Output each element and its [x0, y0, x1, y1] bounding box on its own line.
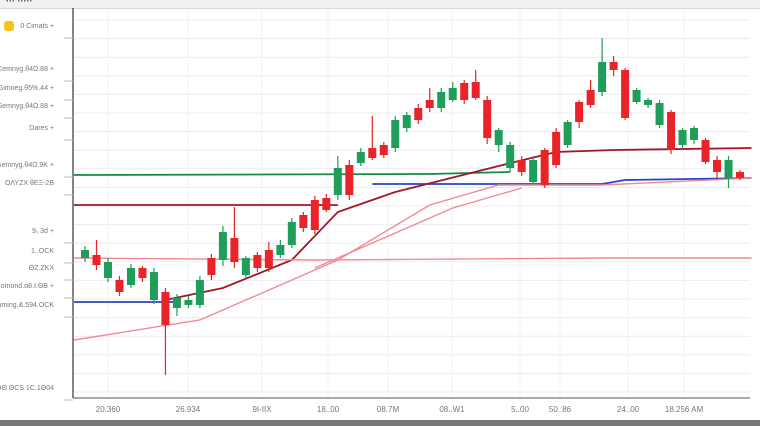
y-tick-label: 0 Cimats +	[20, 23, 54, 30]
candle-body	[425, 100, 434, 108]
indicator-line	[165, 147, 752, 301]
candle-body	[356, 152, 365, 163]
candle-body	[138, 268, 147, 278]
indicator-line	[73, 171, 511, 176]
candle-body	[310, 200, 319, 230]
x-tick-label: 26.934	[175, 405, 201, 414]
y-tick-label: Gemnyg.θ4Ω.9K +	[0, 162, 54, 169]
candle-body	[195, 280, 204, 305]
candle-body	[402, 115, 411, 128]
candle-body	[241, 258, 250, 275]
candle-body	[448, 88, 457, 100]
candle-body	[529, 160, 538, 182]
candle-body	[172, 298, 181, 308]
candle-body	[368, 148, 377, 158]
candle-body	[299, 215, 308, 228]
candle-body	[621, 70, 630, 118]
x-tick-label: 24..00	[616, 405, 640, 414]
candle-body	[483, 100, 492, 138]
candle-body	[655, 103, 664, 125]
series-marker	[4, 21, 14, 31]
x-tick-label: 08..W1	[439, 405, 465, 414]
candle-body	[81, 250, 89, 258]
y-tick-label: ΝΘΘ.ΘCS 1C.1Θ04	[0, 385, 54, 392]
y-tick-label: 9₁ 3d +	[31, 228, 54, 235]
candle-body	[92, 255, 101, 265]
candle-body	[126, 268, 135, 285]
y-tick-label: ΘΖ.ΖΚΧ	[28, 265, 54, 272]
window-title: ··· ·····	[6, 0, 33, 6]
y-tick-label: ΟΛΥΖΧ θΕΞ-2Β	[4, 180, 54, 187]
title-bar: ··· ·····	[0, 0, 760, 9]
candle-body	[437, 92, 446, 108]
candle-body	[333, 168, 342, 195]
x-tick-label: 50.:86	[548, 405, 572, 414]
candle-body	[115, 280, 124, 292]
indicator-line	[372, 177, 752, 185]
candle-body	[207, 258, 216, 275]
candle-body	[471, 82, 480, 98]
y-tick-label: Cuming.&.594.ΟCΚ	[0, 302, 54, 309]
y-tick-label: Gomond.α8.Ι.ΘΒ +	[0, 283, 54, 290]
candle-body	[276, 245, 285, 255]
candle-body	[563, 122, 572, 145]
x-tick-label: 08.7M	[376, 405, 400, 414]
candle-body	[184, 300, 193, 305]
y-tick-label: Gimoeg.θ5%.44 +	[0, 85, 54, 92]
y-tick-label: 1..ΟCK	[31, 248, 54, 255]
candle-body	[506, 145, 515, 168]
candle-body	[161, 292, 170, 325]
candle-body	[494, 130, 503, 145]
candle-body	[230, 238, 239, 262]
candle-body	[586, 90, 595, 105]
candle-body	[103, 262, 112, 278]
candle-body	[345, 165, 354, 195]
candle-body	[690, 128, 699, 140]
candle-body	[632, 90, 641, 102]
candle-body	[253, 255, 262, 268]
candle-body	[379, 145, 388, 155]
y-tick-label: Dares +	[29, 125, 54, 132]
candle-body	[644, 100, 653, 105]
x-tick-label: 9Ι-ΙΙΧ	[252, 405, 272, 414]
candle-body	[287, 222, 296, 245]
y-tick-label: Cemnyg.θ4Ω.88 +	[0, 66, 54, 73]
y-tick-label: Gemnyg.θ4Ω.88 +	[0, 103, 54, 110]
candle-body	[264, 250, 273, 268]
x-tick-label: 18..00	[316, 405, 340, 414]
candle-body	[598, 62, 607, 92]
indicator-line	[314, 187, 522, 269]
candle-body	[667, 112, 676, 150]
candle-body	[540, 150, 549, 185]
candle-body	[414, 108, 423, 120]
candle-body	[575, 102, 584, 122]
candle-body	[460, 83, 469, 100]
x-tick-label: 5..00	[511, 405, 529, 414]
bottom-bar	[0, 420, 760, 426]
candle-body	[218, 232, 227, 260]
candle-body	[517, 160, 526, 172]
candle-body	[678, 130, 687, 145]
candle-body	[724, 160, 733, 178]
candle-body	[736, 172, 744, 178]
x-tick-label: 20.360	[95, 405, 121, 414]
candle-body	[149, 272, 158, 300]
candle-body	[701, 140, 710, 162]
candle-body	[713, 160, 722, 172]
indicator-line	[73, 177, 752, 341]
candle-body	[552, 132, 561, 165]
candle-body	[322, 198, 331, 210]
x-tick-label: 18.256 AM	[664, 405, 704, 414]
candle-body	[609, 62, 618, 70]
indicator-line	[73, 257, 752, 261]
candle-body	[391, 120, 400, 148]
